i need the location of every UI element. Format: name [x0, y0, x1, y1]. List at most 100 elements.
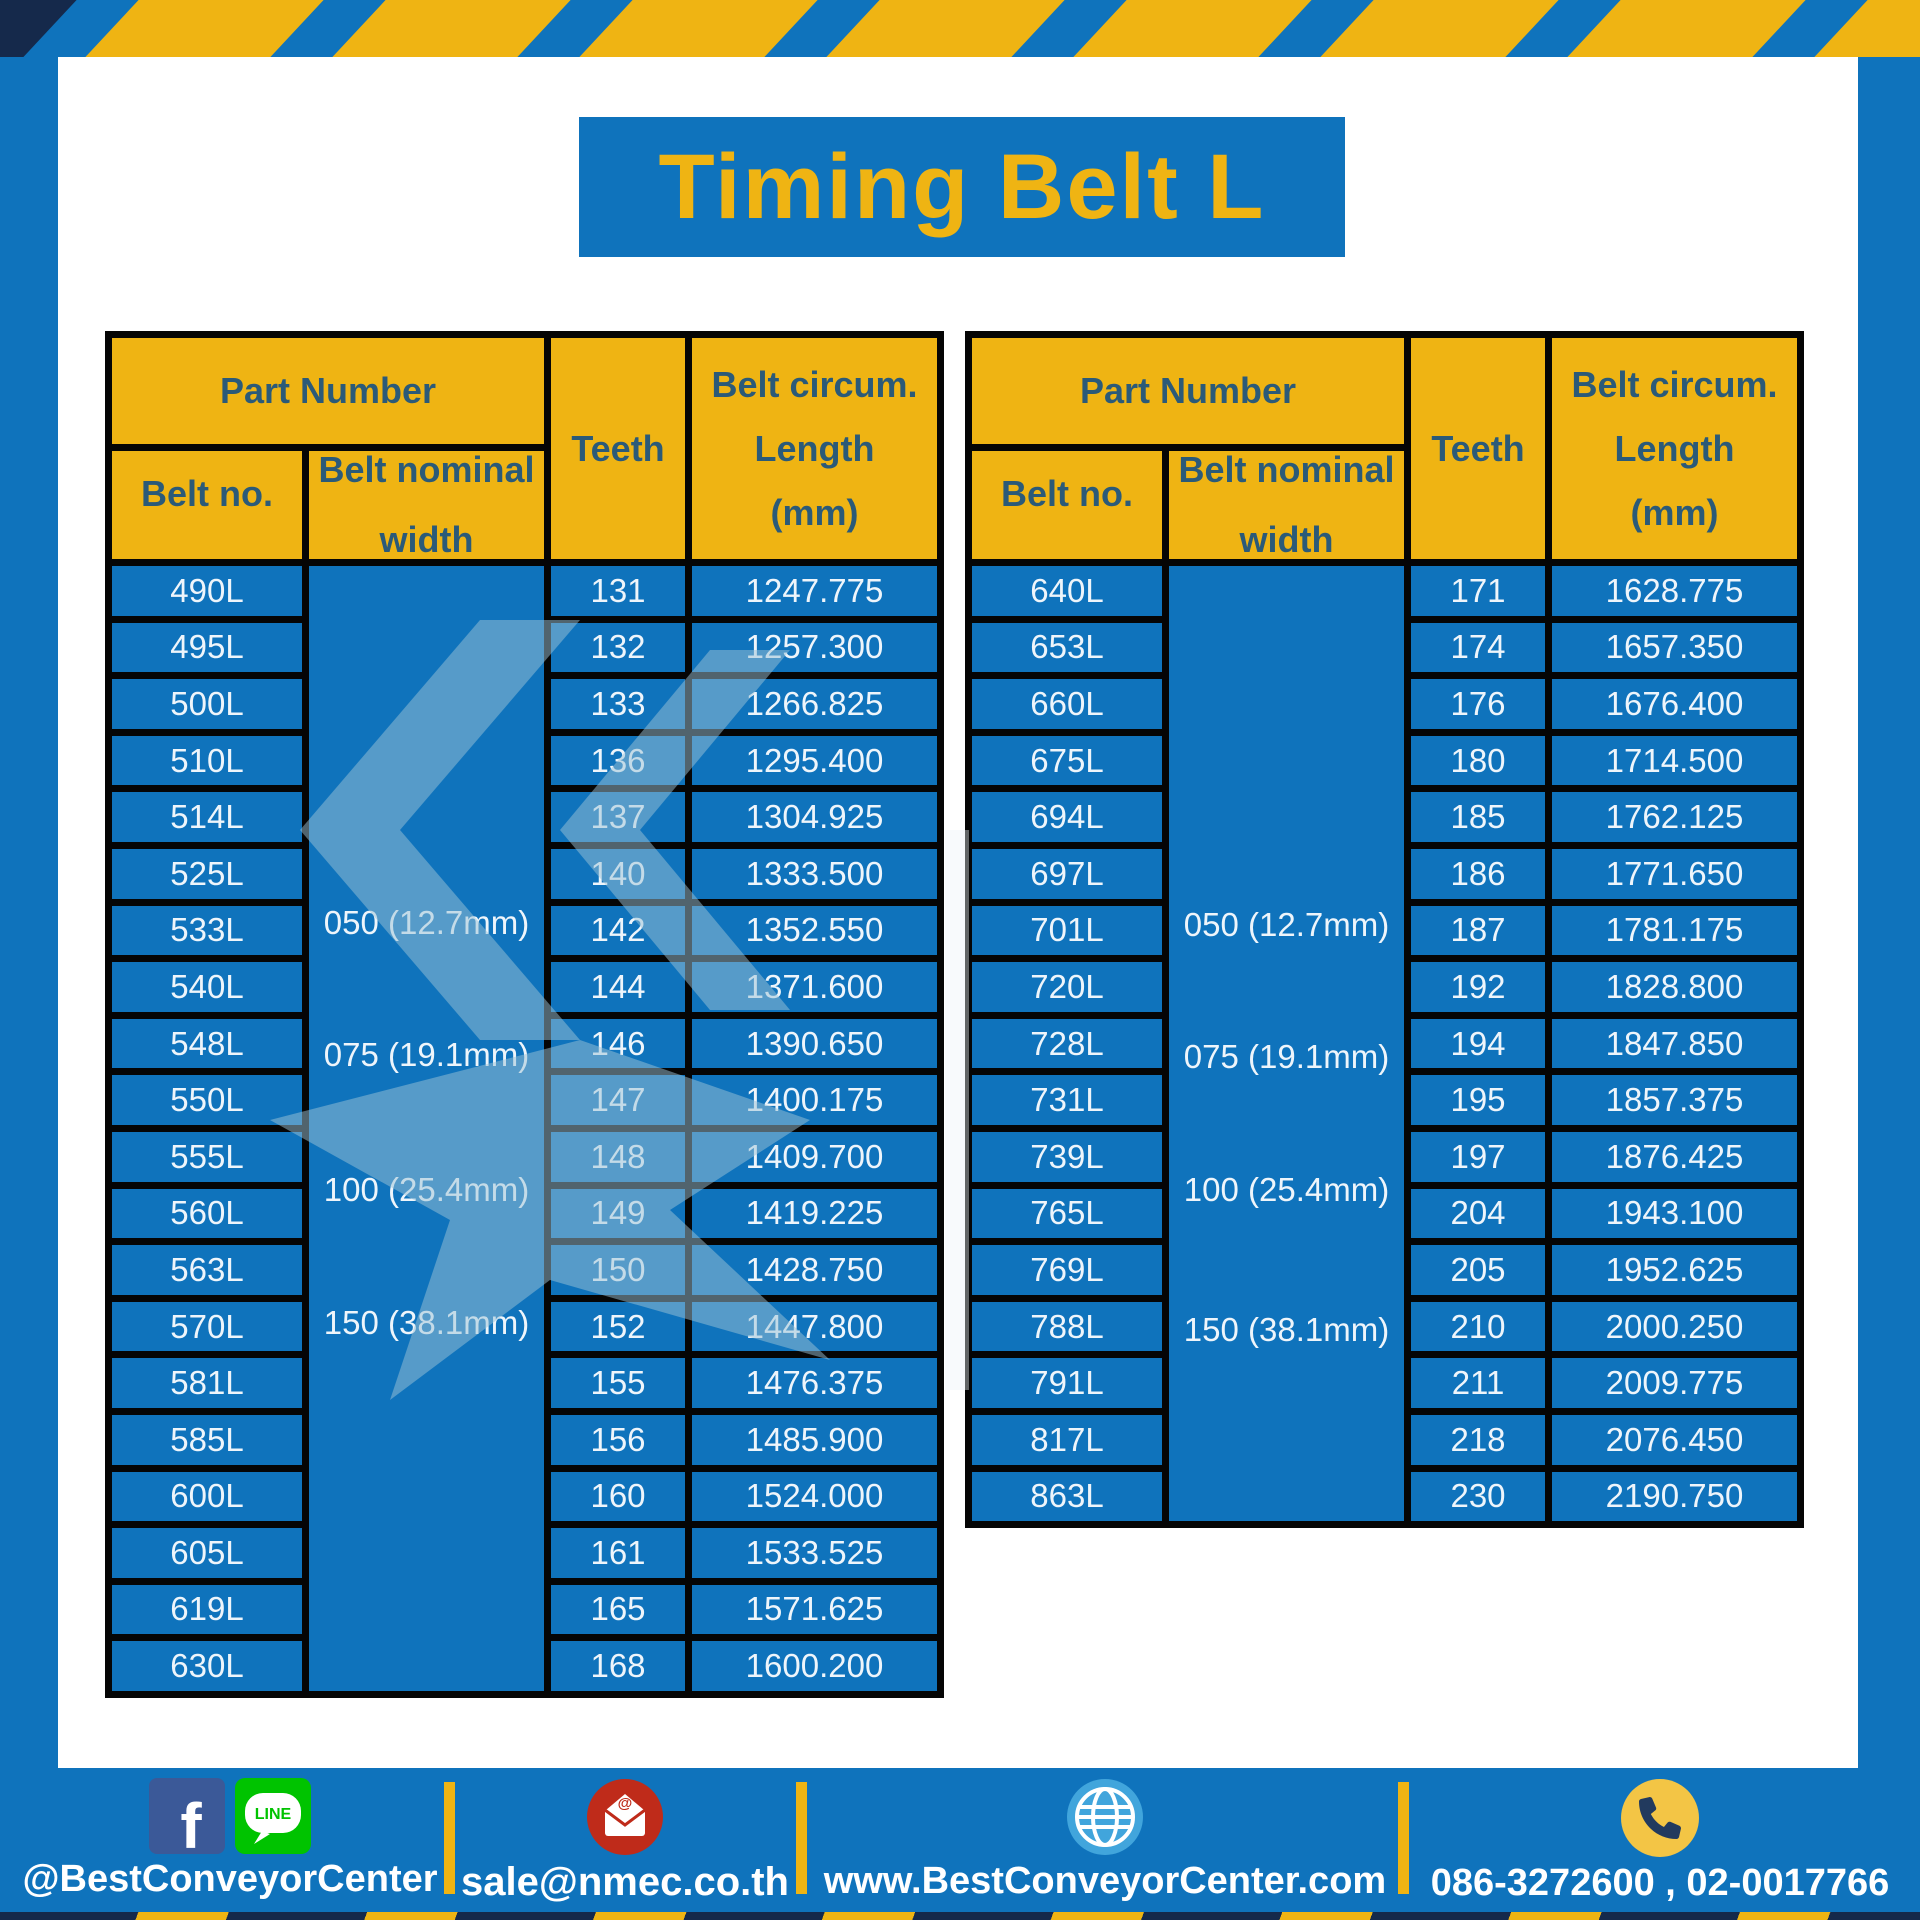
teeth-cell: 192: [1411, 962, 1545, 1012]
teeth-cell: 160: [551, 1471, 685, 1522]
hazard-stripe: [1073, 0, 1312, 57]
belt-no-cell: 600L: [112, 1471, 302, 1522]
teeth-cell: 186: [1411, 848, 1545, 899]
top-hazard-bar: [0, 0, 1920, 57]
nominal-header-line: Belt nominal: [1178, 449, 1395, 490]
footer-divider: [796, 1782, 807, 1894]
belt-no-cell: 619L: [112, 1584, 302, 1635]
length-cell: 2009.775: [1552, 1358, 1797, 1408]
belt-no-cell: 769L: [972, 1245, 1162, 1295]
social-section: f LINE @BestConveyorCenter: [22, 1768, 438, 1912]
belt-no-cell: 585L: [112, 1414, 302, 1465]
email-address[interactable]: sale@nmec.co.th: [460, 1860, 789, 1904]
teeth-cell: 211: [1411, 1358, 1545, 1408]
length-cell: 1295.400: [692, 735, 937, 786]
teeth-cell: 142: [551, 905, 685, 956]
nominal-header-line: width: [379, 519, 474, 560]
teeth-cell: 194: [1411, 1018, 1545, 1069]
hazard-stripe: [85, 0, 324, 57]
teeth-cell: 168: [551, 1641, 685, 1691]
length-cell: 1304.925: [692, 792, 937, 842]
belt-no-cell: 640L: [972, 566, 1162, 616]
teeth-cell: 155: [551, 1358, 685, 1408]
belt-no-cell: 675L: [972, 735, 1162, 786]
teeth-cell: 140: [551, 848, 685, 899]
length-cell: 1676.400: [1552, 679, 1797, 729]
teeth-cell: 144: [551, 962, 685, 1012]
belt-no-header: Belt no.: [112, 451, 302, 559]
footer-divider: [1398, 1782, 1409, 1894]
teeth-cell: 156: [551, 1414, 685, 1465]
belt-no-cell: 630L: [112, 1641, 302, 1691]
social-icons: f LINE: [149, 1778, 311, 1854]
teeth-cell: 152: [551, 1301, 685, 1352]
belt-width-label: 100 (25.4mm): [323, 1171, 530, 1209]
email-icon[interactable]: @: [586, 1778, 664, 1856]
length-cell: 1485.900: [692, 1414, 937, 1465]
length-cell: 1762.125: [1552, 792, 1797, 842]
phone-icon[interactable]: [1620, 1778, 1700, 1858]
belt-no-cell: 540L: [112, 962, 302, 1012]
belt-no-header: Belt no.: [972, 451, 1162, 559]
belt-no-cell: 739L: [972, 1131, 1162, 1182]
line-icon[interactable]: LINE: [235, 1778, 311, 1854]
length-cell: 1352.550: [692, 905, 937, 956]
length-cell: 1390.650: [692, 1018, 937, 1069]
teeth-cell: 132: [551, 622, 685, 673]
belt-no-cell: 605L: [112, 1528, 302, 1578]
length-cell: 1876.425: [1552, 1131, 1797, 1182]
teeth-cell: 176: [1411, 679, 1545, 729]
belt-width-label: 150 (38.1mm): [323, 1304, 530, 1342]
belt-width-label: 150 (38.1mm): [1183, 1311, 1390, 1349]
length-header-line: Belt circum.: [711, 363, 918, 405]
belt-width-label: 100 (25.4mm): [1183, 1170, 1390, 1208]
belt-width-label: 075 (19.1mm): [323, 1036, 530, 1074]
length-cell: 2076.450: [1552, 1414, 1797, 1465]
teeth-cell: 133: [551, 679, 685, 729]
teeth-cell: 195: [1411, 1075, 1545, 1125]
teeth-header: Teeth: [551, 338, 685, 559]
belt-no-cell: 533L: [112, 905, 302, 956]
footer-divider: [444, 1782, 455, 1894]
belt-no-cell: 495L: [112, 622, 302, 673]
belt-no-cell: 550L: [112, 1075, 302, 1125]
belt-no-cell: 560L: [112, 1188, 302, 1239]
belt-nominal-width-header: Belt nominal width: [309, 449, 544, 560]
belt-no-cell: 731L: [972, 1075, 1162, 1125]
right-border: [1858, 0, 1920, 1912]
length-cell: 1952.625: [1552, 1245, 1797, 1295]
belt-width-merged-cell: 050 (12.7mm) 075 (19.1mm) 100 (25.4mm) 150 …: [1169, 566, 1404, 1522]
facebook-line-handle: @BestConveyorCenter: [22, 1858, 438, 1900]
teeth-cell: 210: [1411, 1301, 1545, 1352]
length-cell: 1419.225: [692, 1188, 937, 1239]
phone-numbers[interactable]: 086-3272600 , 02-0017766: [1430, 1862, 1890, 1904]
belt-no-cell: 765L: [972, 1188, 1162, 1239]
belt-no-cell: 720L: [972, 962, 1162, 1012]
length-header-line: (mm): [770, 491, 859, 533]
teeth-cell: 174: [1411, 622, 1545, 673]
teeth-cell: 165: [551, 1584, 685, 1635]
belt-nominal-width-header: Belt nominal width: [1169, 449, 1404, 560]
belt-width-merged-cell: 050 (12.7mm) 075 (19.1mm) 100 (25.4mm) 150 …: [309, 566, 544, 1691]
globe-icon[interactable]: [1066, 1778, 1144, 1856]
email-section: @ sale@nmec.co.th: [460, 1768, 790, 1912]
belt-no-cell: 510L: [112, 735, 302, 786]
length-cell: 1447.800: [692, 1301, 937, 1352]
svg-text:@: @: [618, 1795, 633, 1812]
length-cell: 1857.375: [1552, 1075, 1797, 1125]
teeth-cell: 185: [1411, 792, 1545, 842]
teeth-cell: 148: [551, 1131, 685, 1182]
teeth-cell: 147: [551, 1075, 685, 1125]
length-cell: 1600.200: [692, 1641, 937, 1691]
belt-width-label: 050 (12.7mm): [1183, 906, 1390, 944]
facebook-icon[interactable]: f: [149, 1778, 225, 1854]
length-cell: 1257.300: [692, 622, 937, 673]
belt-no-cell: 791L: [972, 1358, 1162, 1408]
website-url[interactable]: www.BestConveyorCenter.com: [823, 1860, 1387, 1902]
length-header-line: Belt circum.: [1571, 363, 1778, 405]
teeth-cell: 149: [551, 1188, 685, 1239]
teeth-cell: 230: [1411, 1471, 1545, 1522]
length-header-line: Length: [754, 427, 875, 469]
spec-table-left: Part Number Teeth Belt circum. Length (m…: [105, 331, 944, 1698]
